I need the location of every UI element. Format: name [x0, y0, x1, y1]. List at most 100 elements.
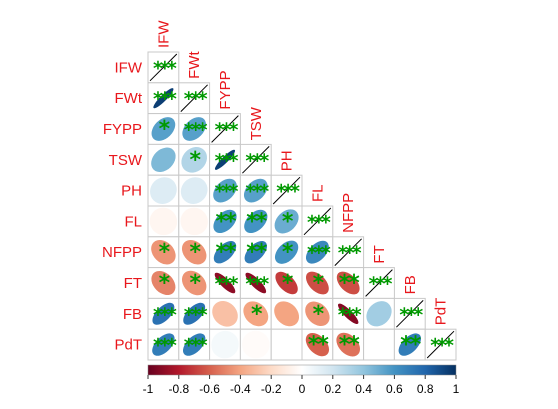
column-label-TSW: TSW	[248, 106, 265, 140]
diagonal-line	[303, 207, 332, 236]
cell-PdT-FT	[363, 328, 395, 361]
correlation-ellipse	[181, 146, 208, 173]
cell-PH-TSW: ***	[239, 174, 272, 207]
diagonal-line	[242, 146, 270, 174]
significance-stars: ***	[245, 181, 269, 203]
significance-stars: **	[308, 333, 330, 358]
cell-PdT-FYPP	[209, 328, 241, 361]
cell-TSW-TSW: ***	[239, 143, 272, 176]
row-label-FB: FB	[123, 306, 142, 323]
significance-stars: ***	[276, 181, 300, 203]
cell-FL-FWt	[178, 205, 211, 238]
significance-stars: ***	[245, 150, 269, 172]
significance-stars: ***	[338, 304, 362, 326]
correlation-ellipse	[213, 209, 237, 234]
column-label-FYPP: FYPP	[217, 70, 234, 109]
row-label-TSW: TSW	[109, 152, 143, 169]
correlation-ellipse	[214, 149, 236, 170]
column-label-FT: FT	[371, 245, 388, 263]
correlation-ellipse	[272, 330, 301, 359]
row-label-FT: FT	[124, 275, 142, 292]
cell-FT-PH: *	[270, 267, 303, 299]
color-bar-tick-label: 0.2	[324, 382, 341, 396]
cell-FL-PH: *	[270, 205, 303, 238]
correlation-ellipse	[214, 272, 236, 294]
significance-stars: ***	[153, 304, 177, 326]
diagonal-line	[272, 176, 301, 205]
color-bar-tick-label: 1	[453, 382, 460, 396]
cell-FT-FWt: *	[178, 267, 211, 299]
correlation-ellipse	[243, 301, 269, 327]
cell-FT-NFPP: **	[332, 267, 365, 299]
significance-stars: **	[215, 240, 237, 265]
cell-PdT-FL: **	[301, 328, 334, 361]
cell-FB-FT	[363, 297, 395, 330]
cell-PH-IFW	[147, 174, 180, 207]
cell-PdT-IFW: ***	[147, 328, 180, 361]
correlation-ellipse	[305, 332, 330, 357]
correlation-ellipse	[152, 302, 175, 325]
cell-FB-FL: *	[301, 297, 334, 330]
color-bar-tick-label: 0.8	[417, 382, 434, 396]
cell-FB-FYPP	[209, 297, 241, 330]
cell-FL-FYPP: **	[209, 205, 241, 238]
diagonal-line	[426, 330, 455, 359]
column-label-NFPP: NFPP	[340, 193, 357, 233]
significance-stars: ***	[153, 335, 177, 357]
significance-stars: ***	[153, 57, 177, 79]
cell-NFPP-PH: *	[270, 236, 303, 269]
cell-NFPP-FYPP: **	[209, 236, 241, 269]
diagonal-line	[365, 269, 393, 297]
correlation-ellipse	[305, 240, 329, 264]
cell-FL-IFW	[147, 205, 180, 238]
correlation-ellipse	[336, 332, 361, 357]
correlation-ellipse	[151, 147, 176, 173]
cell-PdT-PdT: ***	[424, 328, 457, 361]
diagonal-line	[180, 84, 208, 112]
significance-stars: ***	[399, 304, 423, 326]
cell-FT-FL: *	[301, 267, 334, 299]
cell-FT-FT: ***	[363, 267, 395, 299]
row-label-FL: FL	[124, 213, 142, 230]
correlation-ellipse	[275, 271, 298, 295]
cell-FYPP-FWt: ***	[178, 113, 211, 145]
correlation-ellipse	[182, 333, 206, 356]
cell-FWt-IFW: ***	[147, 82, 180, 115]
correlation-ellipse	[150, 177, 177, 204]
diagonal-line	[334, 238, 362, 266]
cell-FB-IFW: ***	[147, 297, 180, 330]
correlation-ellipse	[241, 330, 270, 359]
correlation-ellipse	[245, 272, 267, 294]
column-label-IFW: IFW	[155, 20, 172, 48]
row-label-IFW: IFW	[115, 59, 143, 76]
correlation-ellipse	[366, 301, 392, 327]
significance-stars: ***	[184, 304, 208, 326]
correlation-ellipse	[181, 270, 207, 296]
correlation-ellipse	[274, 301, 300, 327]
column-label-PH: PH	[279, 150, 296, 171]
significance-stars: **	[339, 271, 361, 296]
cell-FYPP-IFW: *	[147, 113, 180, 145]
correlation-ellipse	[244, 209, 268, 234]
color-bar-tick-label: -0.4	[230, 382, 251, 396]
significance-stars: ***	[307, 211, 331, 233]
cell-IFW-IFW: ***	[147, 51, 180, 84]
significance-stars: ***	[215, 119, 239, 141]
significance-stars: ***	[430, 335, 454, 357]
correlation-ellipse	[337, 303, 359, 325]
correlation-ellipse	[180, 177, 208, 204]
significance-stars: **	[339, 333, 361, 358]
correlation-ellipse	[305, 271, 329, 295]
color-bar-tick-label: 0.6	[386, 382, 403, 396]
correlation-ellipse	[213, 178, 237, 203]
cell-NFPP-FWt: *	[178, 236, 211, 269]
diagonal-line	[396, 300, 424, 328]
color-bar-tick-label: -0.8	[168, 382, 189, 396]
correlation-ellipse	[365, 330, 393, 359]
diagonal-line	[149, 53, 178, 82]
cell-PdT-FWt: ***	[178, 328, 211, 361]
correlation-ellipse	[151, 270, 176, 296]
row-label-NFPP: NFPP	[102, 244, 142, 261]
color-bar-tick-label: 0	[299, 382, 306, 396]
significance-stars: **	[246, 240, 268, 265]
